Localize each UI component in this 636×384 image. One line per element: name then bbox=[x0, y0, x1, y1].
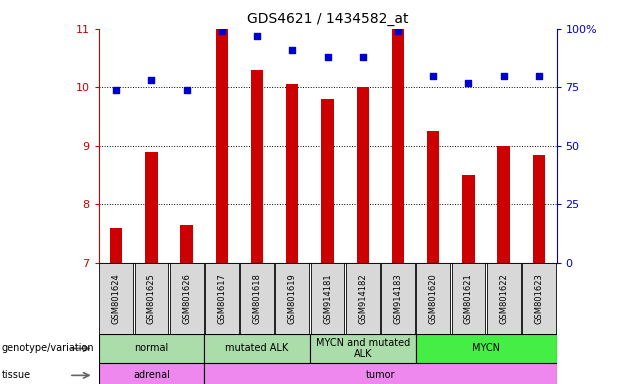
Point bbox=[534, 73, 544, 79]
Bar bbox=[392, 29, 404, 263]
Bar bbox=[204, 363, 556, 384]
Bar bbox=[321, 99, 334, 263]
Point bbox=[499, 73, 509, 79]
Bar bbox=[415, 334, 556, 363]
Bar bbox=[170, 263, 204, 334]
Title: GDS4621 / 1434582_at: GDS4621 / 1434582_at bbox=[247, 12, 408, 26]
Bar bbox=[452, 263, 485, 334]
Bar bbox=[205, 263, 238, 334]
Text: GSM801618: GSM801618 bbox=[252, 273, 261, 324]
Text: adrenal: adrenal bbox=[133, 370, 170, 381]
Text: tissue: tissue bbox=[1, 370, 31, 381]
Bar bbox=[427, 131, 439, 263]
Text: GSM801626: GSM801626 bbox=[182, 273, 191, 324]
Bar bbox=[381, 263, 415, 334]
Point bbox=[357, 54, 368, 60]
Bar bbox=[310, 263, 345, 334]
Text: GSM801617: GSM801617 bbox=[218, 273, 226, 324]
Point bbox=[322, 54, 333, 60]
Bar bbox=[346, 263, 380, 334]
Bar bbox=[522, 263, 556, 334]
Point bbox=[287, 47, 298, 53]
Bar bbox=[99, 263, 133, 334]
Bar bbox=[99, 363, 204, 384]
Bar bbox=[216, 29, 228, 263]
Point bbox=[393, 28, 403, 34]
Point bbox=[217, 28, 227, 34]
Text: normal: normal bbox=[134, 343, 169, 354]
Text: MYCN and mutated
ALK: MYCN and mutated ALK bbox=[315, 338, 410, 359]
Text: GSM914183: GSM914183 bbox=[394, 273, 403, 324]
Text: tumor: tumor bbox=[366, 370, 395, 381]
Text: genotype/variation: genotype/variation bbox=[1, 343, 94, 354]
Bar bbox=[275, 263, 309, 334]
Bar bbox=[145, 152, 158, 263]
Text: GSM801624: GSM801624 bbox=[112, 273, 121, 324]
Bar bbox=[134, 263, 169, 334]
Bar bbox=[310, 334, 415, 363]
Bar bbox=[497, 146, 510, 263]
Point bbox=[428, 73, 438, 79]
Bar bbox=[533, 155, 545, 263]
Text: GSM801622: GSM801622 bbox=[499, 273, 508, 324]
Bar bbox=[204, 334, 310, 363]
Text: GSM801625: GSM801625 bbox=[147, 273, 156, 324]
Bar bbox=[110, 228, 122, 263]
Point bbox=[464, 79, 474, 86]
Text: mutated ALK: mutated ALK bbox=[226, 343, 289, 354]
Point bbox=[146, 77, 156, 83]
Text: MYCN: MYCN bbox=[472, 343, 500, 354]
Bar bbox=[357, 87, 369, 263]
Text: GSM801621: GSM801621 bbox=[464, 273, 473, 324]
Text: GSM914182: GSM914182 bbox=[358, 273, 367, 324]
Text: GSM914181: GSM914181 bbox=[323, 273, 332, 324]
Bar bbox=[462, 175, 474, 263]
Bar bbox=[240, 263, 274, 334]
Bar bbox=[487, 263, 521, 334]
Bar bbox=[286, 84, 298, 263]
Text: GSM801623: GSM801623 bbox=[534, 273, 543, 324]
Bar bbox=[181, 225, 193, 263]
Point bbox=[252, 33, 262, 39]
Point bbox=[111, 87, 121, 93]
Text: GSM801620: GSM801620 bbox=[429, 273, 438, 324]
Text: GSM801619: GSM801619 bbox=[288, 273, 297, 324]
Point bbox=[181, 87, 191, 93]
Bar bbox=[251, 70, 263, 263]
Bar bbox=[417, 263, 450, 334]
Bar bbox=[99, 334, 204, 363]
